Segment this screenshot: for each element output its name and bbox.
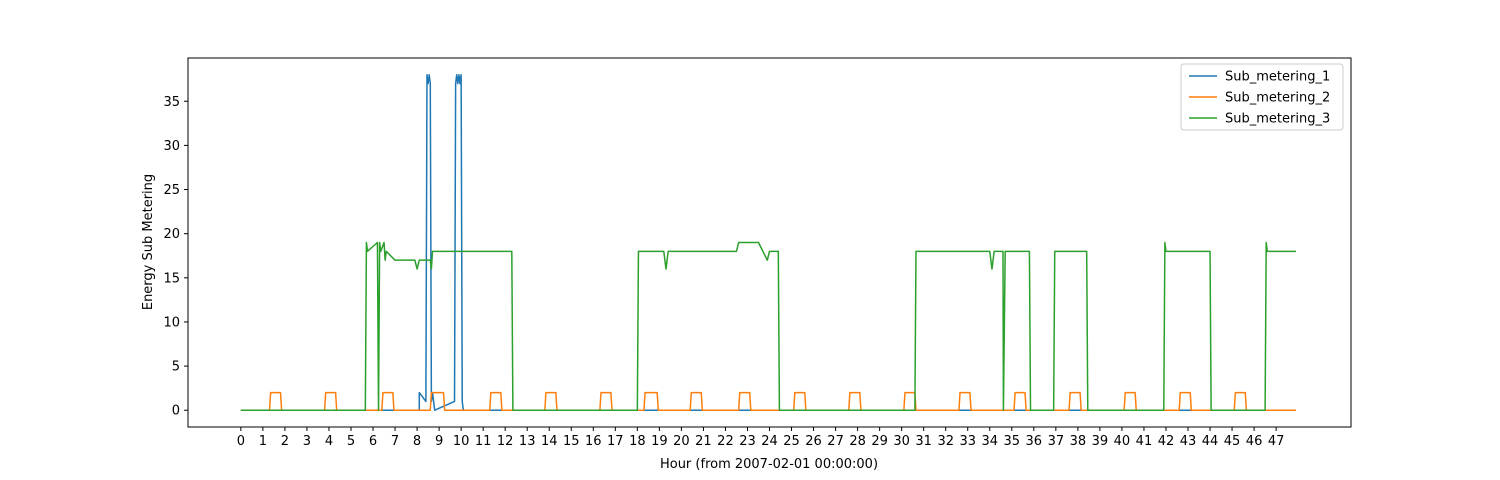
x-tick-label: 1 bbox=[259, 434, 267, 449]
y-axis: 0 5 10 15 20 25 30 35 bbox=[163, 95, 188, 419]
y-tick-label: 35 bbox=[163, 95, 180, 110]
legend-box bbox=[1180, 63, 1344, 131]
y-tick-label: 30 bbox=[163, 139, 180, 154]
x-tick-label: 6 bbox=[369, 434, 377, 449]
x-tick-label: 43 bbox=[1180, 434, 1197, 449]
x-tick-label: 27 bbox=[827, 434, 844, 449]
y-tick-label: 20 bbox=[163, 227, 180, 242]
x-tick-label: 39 bbox=[1092, 434, 1109, 449]
x-tick-label: 13 bbox=[519, 434, 536, 449]
x-tick-label: 22 bbox=[717, 434, 734, 449]
x-tick-label: 3 bbox=[303, 434, 311, 449]
x-tick-label: 46 bbox=[1246, 434, 1263, 449]
x-tick-label: 47 bbox=[1268, 434, 1285, 449]
x-tick-label: 29 bbox=[871, 434, 888, 449]
y-tick-label: 25 bbox=[163, 183, 180, 198]
x-tick-label: 11 bbox=[475, 434, 492, 449]
x-tick-label: 5 bbox=[347, 434, 355, 449]
x-tick-label: 36 bbox=[1026, 434, 1043, 449]
x-tick-label: 19 bbox=[651, 434, 668, 449]
series-line-2 bbox=[240, 391, 1296, 411]
x-tick-label: 24 bbox=[761, 434, 778, 449]
x-tick-label: 44 bbox=[1202, 434, 1219, 449]
x-tick-label: 42 bbox=[1158, 434, 1175, 449]
x-axis-label: Hour (from 2007-02-01 00:00:00) bbox=[660, 457, 878, 472]
y-tick-label: 0 bbox=[172, 404, 180, 419]
legend-label: Sub_metering_1 bbox=[1225, 70, 1330, 85]
legend: Sub_metering_1 Sub_metering_2 Sub_metering… bbox=[1180, 63, 1344, 131]
x-tick-label: 16 bbox=[585, 434, 602, 449]
legend-label: Sub_metering_2 bbox=[1225, 91, 1330, 106]
y-axis-label: Energy Sub Metering bbox=[141, 174, 156, 310]
x-tick-label: 18 bbox=[629, 434, 646, 449]
x-tick-label: 38 bbox=[1070, 434, 1087, 449]
series-line-1 bbox=[240, 74, 1296, 411]
x-tick-label: 35 bbox=[1004, 434, 1021, 449]
x-tick-label: 45 bbox=[1224, 434, 1241, 449]
x-tick-label: 40 bbox=[1114, 434, 1131, 449]
x-tick-label: 9 bbox=[435, 434, 443, 449]
x-tick-label: 41 bbox=[1136, 434, 1153, 449]
x-tick-label: 32 bbox=[937, 434, 954, 449]
plot-lines bbox=[240, 74, 1296, 411]
x-tick-label: 12 bbox=[497, 434, 514, 449]
x-tick-label: 34 bbox=[981, 434, 998, 449]
legend-label: Sub_metering_3 bbox=[1225, 112, 1330, 127]
plot-frame bbox=[187, 57, 1352, 428]
series-line-3 bbox=[240, 241, 1296, 411]
x-tick-label: 30 bbox=[893, 434, 910, 449]
x-tick-label: 10 bbox=[453, 434, 470, 449]
x-tick-label: 17 bbox=[607, 434, 624, 449]
y-tick-label: 10 bbox=[163, 315, 180, 330]
x-tick-label: 37 bbox=[1048, 434, 1065, 449]
y-tick-label: 15 bbox=[163, 271, 180, 286]
x-tick-label: 4 bbox=[325, 434, 333, 449]
x-tick-label: 28 bbox=[849, 434, 866, 449]
y-tick-label: 5 bbox=[172, 360, 180, 375]
x-tick-label: 20 bbox=[673, 434, 690, 449]
x-tick-label: 31 bbox=[915, 434, 932, 449]
x-tick-label: 23 bbox=[739, 434, 756, 449]
x-tick-label: 33 bbox=[959, 434, 976, 449]
x-tick-label: 0 bbox=[237, 434, 245, 449]
x-tick-label: 2 bbox=[281, 434, 289, 449]
x-axis: 0 1 2 3 4 5 6 7 8 9 10 11 12 13 14 15 16 17 18 19 20 21 22 23 24… bbox=[237, 427, 1285, 449]
x-tick-label: 25 bbox=[783, 434, 800, 449]
x-tick-label: 15 bbox=[563, 434, 580, 449]
x-tick-label: 7 bbox=[391, 434, 399, 449]
x-tick-label: 14 bbox=[541, 434, 558, 449]
x-tick-label: 8 bbox=[413, 434, 421, 449]
x-tick-label: 21 bbox=[695, 434, 712, 449]
x-tick-label: 26 bbox=[805, 434, 822, 449]
